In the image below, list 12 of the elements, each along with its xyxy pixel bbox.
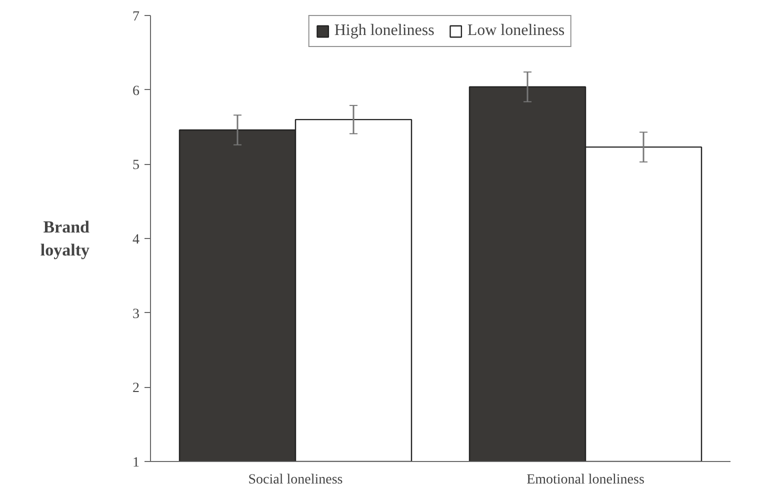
y-tick-label: 3 <box>132 306 140 322</box>
y-tick-label: 1 <box>132 456 140 470</box>
legend-label: High loneliness <box>334 22 434 40</box>
y-tick-label: 5 <box>132 158 140 174</box>
y-tick-label: 7 <box>132 10 140 24</box>
x-tick-label: Emotional loneliness <box>526 472 644 488</box>
y-tick-label: 2 <box>132 381 140 396</box>
y-tick-label: 6 <box>132 84 140 99</box>
y-axis-title: Brand loyalty <box>40 218 90 260</box>
y-tick-label: 4 <box>132 232 140 248</box>
x-tick-label: Social loneliness <box>248 472 343 488</box>
legend-label: Low loneliness <box>467 22 565 40</box>
